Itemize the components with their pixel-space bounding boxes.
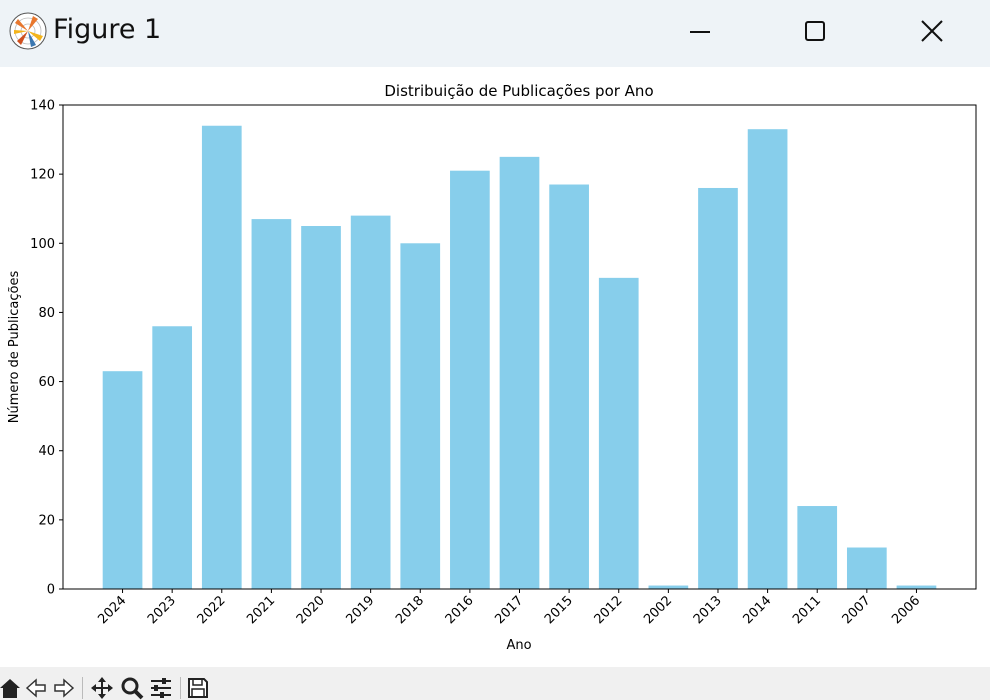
x-tick-label: 2018 xyxy=(393,593,427,627)
home-icon xyxy=(0,679,20,698)
bar-2002 xyxy=(648,585,689,589)
back-icon xyxy=(25,678,46,698)
x-tick-label: 2020 xyxy=(294,593,328,627)
y-tick-label: 60 xyxy=(38,375,55,390)
bar-2016 xyxy=(450,170,490,589)
toolbar-separator xyxy=(180,677,181,699)
close-icon xyxy=(921,20,943,42)
bar-2020 xyxy=(301,226,341,589)
forward-button[interactable] xyxy=(52,676,76,700)
bars-group xyxy=(102,125,937,590)
y-tick-label: 20 xyxy=(38,513,55,528)
figure-canvas: Distribuição de Publicações por Ano 0 20 4… xyxy=(0,67,990,667)
bar-2012 xyxy=(598,277,639,589)
x-tick-label: 2017 xyxy=(492,593,526,627)
bar-2015 xyxy=(549,184,589,589)
zoom-icon xyxy=(121,677,144,700)
y-tick-label: 100 xyxy=(30,237,55,252)
x-tick-label: 2006 xyxy=(889,593,923,627)
matplotlib-logo-icon xyxy=(9,12,47,50)
x-tick-label: 2015 xyxy=(542,593,576,627)
x-tick-label: 2022 xyxy=(195,593,229,627)
bar-2006 xyxy=(896,585,937,589)
bar-2017 xyxy=(499,156,540,589)
bar-2021 xyxy=(251,219,292,590)
y-axis-label: Número de Publicações xyxy=(7,271,22,424)
y-tick-label: 80 xyxy=(38,306,55,321)
bar-2013 xyxy=(698,187,738,589)
save-icon xyxy=(188,678,208,698)
pan-icon xyxy=(91,677,113,699)
y-tick-label: 120 xyxy=(30,168,55,183)
window-title: Figure 1 xyxy=(53,14,162,45)
x-tick-label: 2011 xyxy=(790,593,824,627)
navigation-toolbar xyxy=(0,667,990,700)
minimize-icon xyxy=(690,31,710,33)
bar-2022 xyxy=(201,125,242,589)
bar-chart: Distribuição de Publicações por Ano 0 20 4… xyxy=(7,82,977,653)
x-tick-label: 2007 xyxy=(840,593,874,627)
y-axis: 0 20 40 60 80 100 120 140 xyxy=(30,99,63,598)
x-tick-label: 2016 xyxy=(443,593,477,627)
x-tick-label: 2013 xyxy=(691,593,725,627)
x-tick-label: 2021 xyxy=(244,593,278,627)
maximize-button[interactable] xyxy=(793,10,837,54)
x-axis: 2024 2023 2022 2021 2020 2019 2018 2016 2017 2015… xyxy=(95,589,923,627)
back-button[interactable] xyxy=(24,676,48,700)
pan-button[interactable] xyxy=(90,676,114,700)
bar-2024 xyxy=(102,371,143,589)
home-button[interactable] xyxy=(0,676,22,700)
bar-2018 xyxy=(400,243,441,590)
y-tick-label: 140 xyxy=(30,99,55,114)
y-tick-label: 0 xyxy=(47,583,55,598)
configure-subplots-icon xyxy=(151,678,171,698)
x-tick-label: 2024 xyxy=(95,593,129,627)
bar-2023 xyxy=(152,326,193,589)
bar-2014 xyxy=(747,129,788,589)
x-tick-label: 2023 xyxy=(145,593,179,627)
maximize-icon xyxy=(805,21,825,41)
bar-2007 xyxy=(846,547,887,589)
close-button[interactable] xyxy=(910,10,954,54)
minimize-button[interactable] xyxy=(678,10,722,54)
bar-2011 xyxy=(797,506,838,589)
bar-2019 xyxy=(350,215,391,589)
zoom-button[interactable] xyxy=(120,676,144,700)
y-tick-label: 40 xyxy=(38,444,55,459)
x-tick-label: 2012 xyxy=(592,593,626,627)
window-titlebar: Figure 1 xyxy=(0,0,990,67)
x-tick-label: 2002 xyxy=(641,593,675,627)
save-button[interactable] xyxy=(186,676,210,700)
chart-title: Distribuição de Publicações por Ano xyxy=(384,82,653,100)
x-axis-label: Ano xyxy=(506,638,531,653)
forward-icon xyxy=(54,678,75,698)
x-tick-label: 2019 xyxy=(343,593,377,627)
configure-subplots-button[interactable] xyxy=(149,676,173,700)
toolbar-separator xyxy=(82,677,83,699)
x-tick-label: 2014 xyxy=(740,593,774,627)
